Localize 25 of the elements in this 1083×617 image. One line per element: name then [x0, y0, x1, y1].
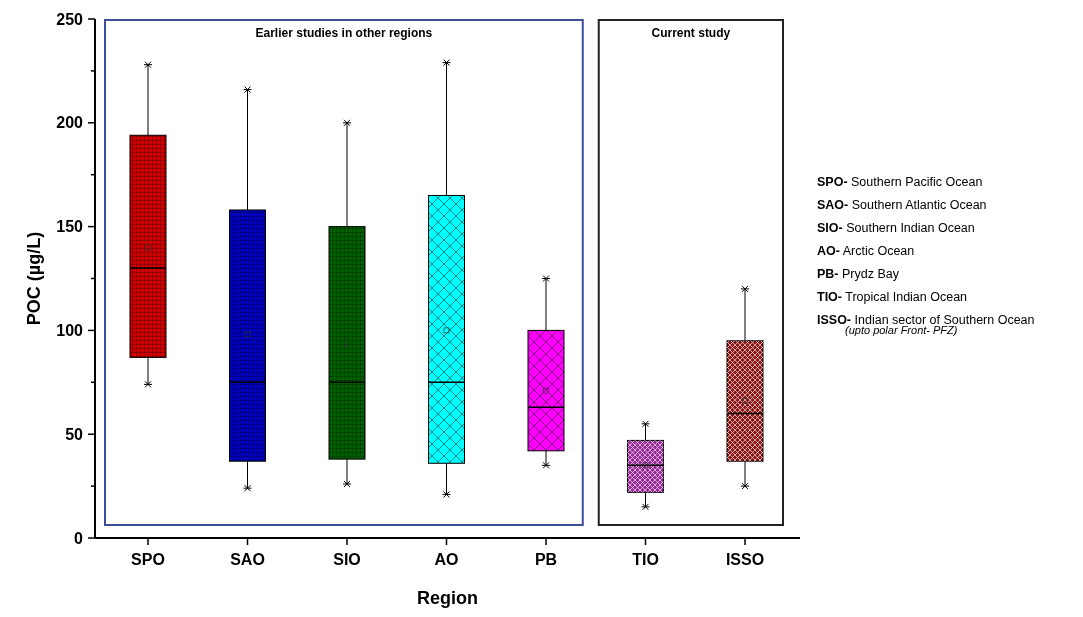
x-tick-label: AO: [434, 551, 459, 568]
text: TIO- Tropical Indian Ocean: [817, 290, 968, 304]
text: AO- Arctic Ocean: [817, 244, 915, 258]
x-tick-label: SPO: [131, 551, 165, 568]
y-tick-label: 200: [56, 114, 84, 132]
y-axis-title: POC (µg/L): [24, 231, 44, 326]
y-tick-label: 0: [74, 529, 84, 547]
x-tick-label: ISSO: [725, 551, 765, 568]
text: SPO- Southern Pacific Ocean: [817, 175, 983, 189]
y-tick-label: 50: [65, 425, 84, 443]
text: SIO- Southern Indian Ocean: [817, 221, 975, 235]
y-tick-label: 250: [56, 10, 84, 28]
text: PB- Prydz Bay: [817, 267, 900, 281]
x-tick-label: SAO: [230, 551, 265, 568]
x-axis-title: Region: [417, 588, 478, 608]
annotation: Earlier studies in other regions: [255, 26, 433, 40]
y-tick-label: 100: [56, 322, 84, 339]
text: ISSO- Indian sector of Southern Ocean: [817, 313, 1035, 327]
x-tick-label: SIO: [333, 551, 361, 568]
text: (upto polar Front- PFZ): [845, 324, 958, 336]
x-tick-label: TIO: [632, 551, 659, 568]
x-tick-label: PB: [534, 551, 558, 568]
text: SAO- Southern Atlantic Ocean: [817, 198, 987, 212]
y-tick-label: 150: [56, 218, 84, 236]
annotation: Current study: [651, 26, 731, 40]
